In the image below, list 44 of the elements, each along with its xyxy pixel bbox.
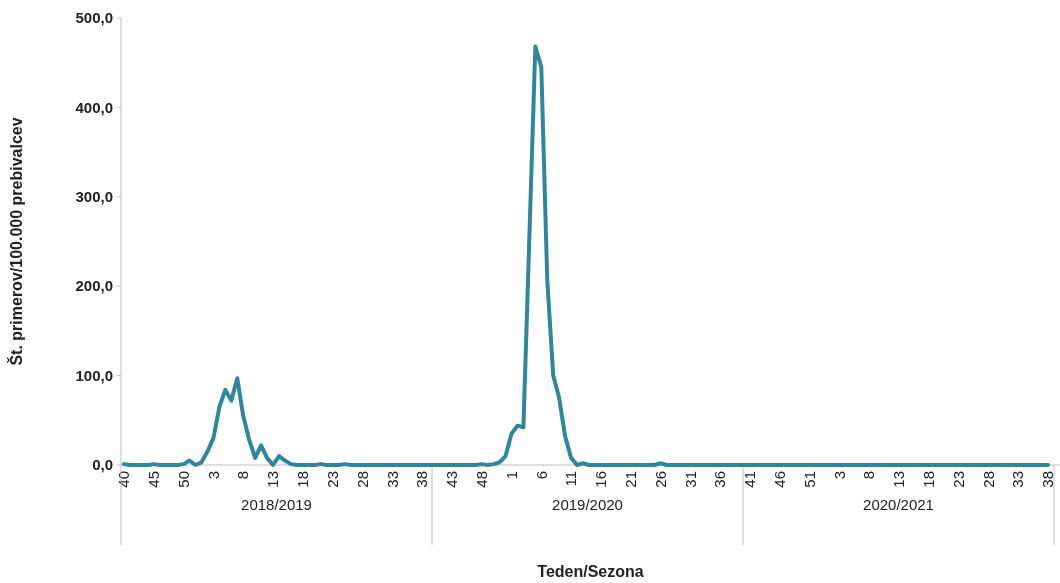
y-tick-label: 500,0 — [75, 9, 113, 27]
x-axis-title: Teden/Sezona — [537, 563, 644, 580]
y-tick-label: 100,0 — [75, 366, 113, 384]
x-tick-label: 23 — [323, 471, 341, 488]
x-tick-label: 43 — [443, 471, 461, 488]
y-axis-title: Št. primerov/100.000 prebivalcev — [7, 117, 25, 366]
y-tick-label: 400,0 — [75, 98, 113, 116]
x-tick-label: 26 — [651, 471, 669, 488]
x-tick-label: 45 — [145, 471, 163, 488]
x-tick-label: 28 — [353, 471, 371, 488]
x-tick-label: 51 — [800, 471, 818, 488]
text: 2020/2021 — [863, 496, 934, 513]
y-tick-label: 0,0 — [92, 456, 113, 474]
text: 2019/2020 — [552, 496, 623, 513]
x-tick-label: 3 — [830, 471, 848, 480]
y-tick-label: 200,0 — [75, 277, 113, 295]
x-tick-label: 18 — [920, 471, 938, 488]
x-tick-label: 31 — [681, 471, 699, 488]
text: 2018/2019 — [241, 496, 312, 513]
x-tick-label: 8 — [234, 471, 252, 480]
x-tick-label: 6 — [532, 471, 550, 480]
x-tick-label: 3 — [204, 471, 222, 480]
line-series — [122, 44, 1050, 467]
x-tick-label: 33 — [1009, 471, 1027, 488]
x-tick-label: 38 — [1039, 471, 1057, 488]
x-tick-label: 36 — [711, 471, 729, 488]
x-tick-label: 28 — [979, 471, 997, 488]
x-tick-label: 50 — [174, 471, 192, 488]
x-tick-label: 21 — [621, 471, 639, 488]
x-tick-label: 8 — [860, 471, 878, 480]
y-tick-label: 300,0 — [75, 188, 113, 206]
x-tick-label: 41 — [741, 471, 759, 488]
x-tick-label: 38 — [413, 471, 431, 488]
x-tick-label: 23 — [949, 471, 967, 488]
x-tick-label: 48 — [472, 471, 490, 488]
x-tick-label: 1 — [502, 471, 520, 480]
x-tick-label: 46 — [770, 471, 788, 488]
x-tick-label: 13 — [264, 471, 282, 488]
x-tick-label: 40 — [115, 471, 133, 488]
x-tick-label: 18 — [294, 471, 312, 488]
x-tick-label: 16 — [592, 471, 610, 488]
x-tick-label: 33 — [383, 471, 401, 488]
x-tick-label: 13 — [890, 471, 908, 488]
x-tick-label: 11 — [562, 471, 580, 487]
